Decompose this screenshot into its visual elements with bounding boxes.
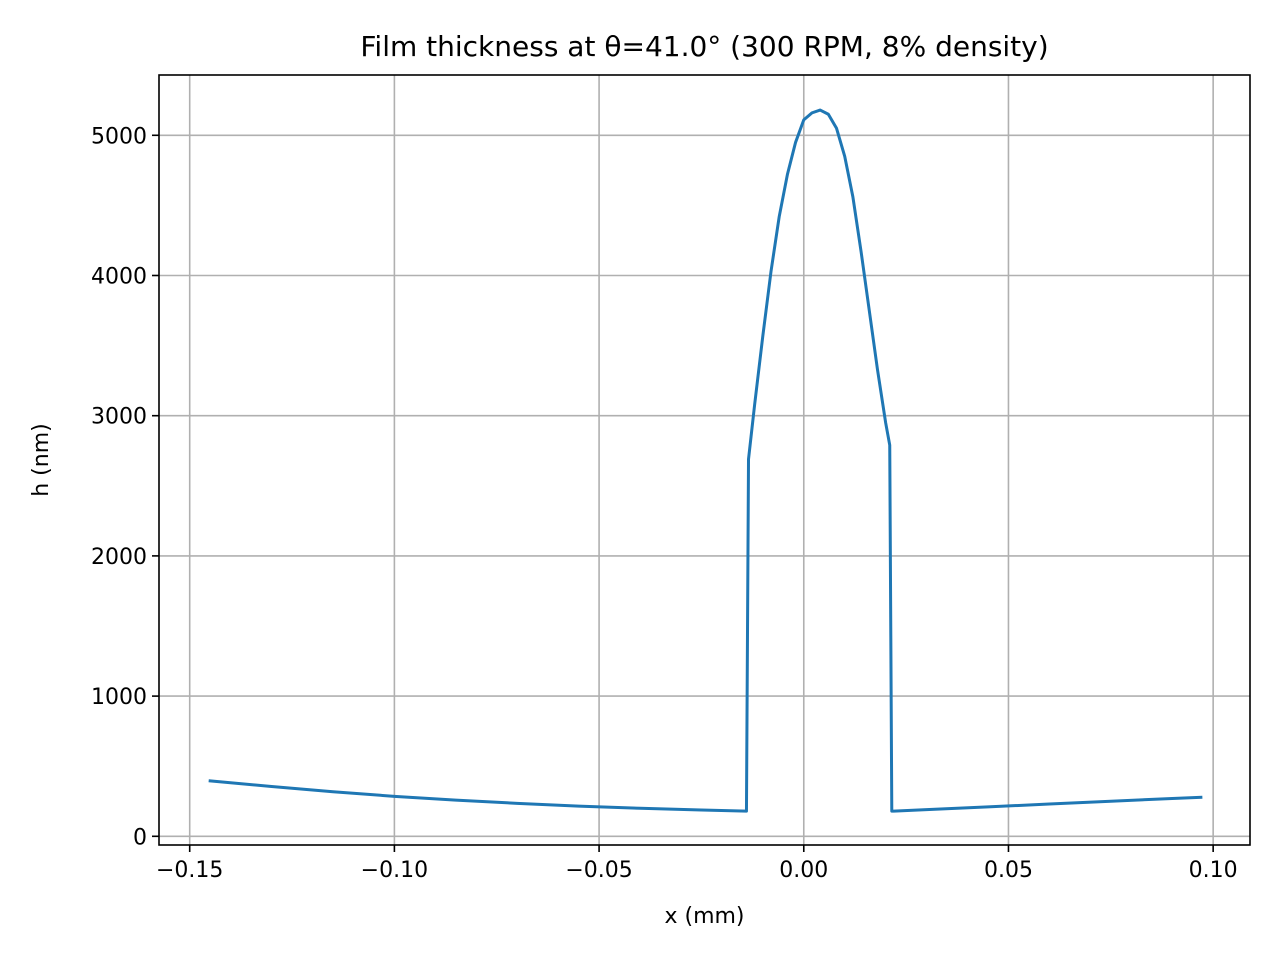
x-axis-label: x (mm) [664, 904, 744, 929]
y-tick-label: 1000 [91, 685, 147, 710]
y-tick-label: 0 [133, 825, 147, 850]
x-tick-label: −0.15 [156, 858, 223, 883]
x-tick-label: −0.05 [565, 858, 632, 883]
series-line [208, 108, 1203, 813]
x-tick-label: −0.10 [361, 858, 428, 883]
x-tick-label: 0.05 [984, 858, 1033, 883]
y-tick-label: 3000 [91, 405, 147, 430]
y-tick-label: 5000 [91, 124, 147, 149]
plot-frame [158, 74, 1251, 846]
x-tick-label: 0.00 [779, 858, 828, 883]
series-layer [208, 108, 1203, 813]
y-tick-label: 2000 [91, 545, 147, 570]
y-axis-label: h (nm) [29, 423, 54, 496]
grid-layer [159, 75, 1250, 845]
x-tick-label: 0.10 [1189, 858, 1238, 883]
chart-title: Film thickness at θ=41.0° (300 RPM, 8% d… [360, 30, 1048, 63]
y-tick-label: 4000 [91, 264, 147, 289]
tick-layer: −0.15 −0.10 −0.05 0.00 0.05 0.10 0 1000 2000 3000… [91, 124, 1238, 883]
